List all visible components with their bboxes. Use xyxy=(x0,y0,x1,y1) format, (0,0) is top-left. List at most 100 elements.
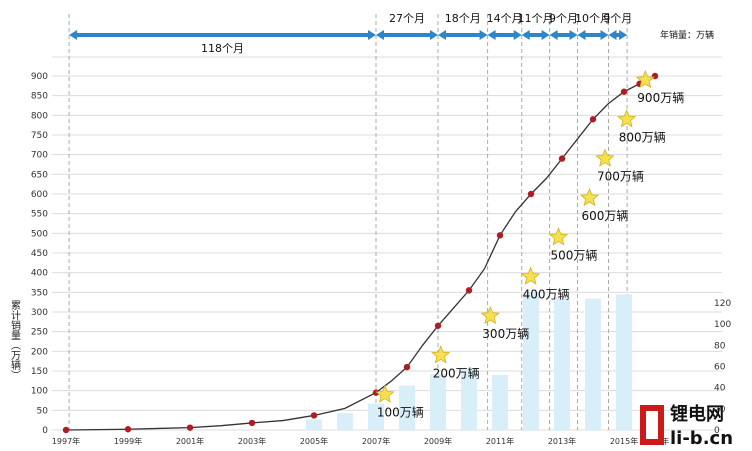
y2-axis-label: 年销量：万辆 xyxy=(660,29,714,41)
interval-label: 11个月 xyxy=(518,12,554,25)
watermark-logo: 锂电网 li-b.cn xyxy=(640,403,733,449)
annual-bar xyxy=(337,413,353,430)
interval-label: 18个月 xyxy=(445,12,481,25)
y-tick-label: 750 xyxy=(31,131,48,141)
arrow-left-icon xyxy=(577,30,586,40)
y-tick-label: 350 xyxy=(31,288,48,298)
arrow-left-icon xyxy=(549,30,558,40)
data-point xyxy=(558,155,566,162)
annual-bar xyxy=(368,403,384,430)
milestone-star-icon xyxy=(548,227,569,246)
x-tick-label: 2001年 xyxy=(176,436,204,446)
milestone-label: 400万辆 xyxy=(523,288,570,302)
interval-label: 9个月 xyxy=(549,12,578,25)
annual-bar xyxy=(492,374,508,430)
arrow-left-icon xyxy=(69,30,78,40)
y-tick-label: 400 xyxy=(31,269,48,279)
data-point xyxy=(124,426,132,433)
x-tick-label: 2007年 xyxy=(362,436,390,446)
annual-bar xyxy=(585,298,601,430)
data-point xyxy=(62,426,70,434)
interval-label: 14个月 xyxy=(487,12,523,25)
arrow-left-icon xyxy=(376,30,384,40)
y-tick-label: 500 xyxy=(31,229,48,239)
data-point xyxy=(589,116,597,123)
logo-mark-inner xyxy=(646,411,658,439)
annual-bar xyxy=(554,297,570,430)
x-tick-label: 2005年 xyxy=(300,436,328,446)
logo-text: 锂电网 xyxy=(670,403,724,425)
milestone-label: 200万辆 xyxy=(433,366,480,380)
milestone-star-icon xyxy=(375,384,395,403)
y-tick-label: 850 xyxy=(31,92,48,102)
x-tick-label: 2003年 xyxy=(238,436,266,446)
data-point xyxy=(310,412,318,419)
y-tick-label: 700 xyxy=(31,151,48,161)
milestone-label: 300万辆 xyxy=(482,327,529,341)
y2-tick-label: 120 xyxy=(714,299,731,309)
y2-tick-label: 40 xyxy=(714,384,726,394)
arrow-left-icon xyxy=(521,30,530,40)
y-tick-label: 250 xyxy=(31,328,48,338)
x-tick-label: 1999年 xyxy=(114,436,142,446)
y2-tick-label: 80 xyxy=(714,341,726,351)
y2-tick-label: 100 xyxy=(714,320,731,330)
annual-bar xyxy=(461,368,477,430)
arrow-right-icon xyxy=(569,30,578,40)
data-point xyxy=(527,190,535,198)
data-point xyxy=(620,88,628,95)
y-tick-label: 800 xyxy=(31,111,48,121)
arrow-right-icon xyxy=(430,30,438,40)
milestone-label: 900万辆 xyxy=(637,91,684,105)
arrow-left-icon xyxy=(487,30,496,40)
arrow-right-icon xyxy=(600,30,609,40)
data-point xyxy=(434,322,442,329)
y-tick-label: 600 xyxy=(31,190,48,200)
arrow-left-icon xyxy=(608,30,617,40)
arrow-left-icon xyxy=(438,30,446,40)
x-tick-label: 2015年 xyxy=(610,436,638,446)
y2-tick-label: 0 xyxy=(714,426,720,436)
milestone-star-icon xyxy=(480,305,500,325)
annual-bar xyxy=(616,294,632,430)
milestone-label: 100万辆 xyxy=(377,406,424,420)
annual-bar xyxy=(306,419,322,430)
logo-url: li-b.cn xyxy=(670,428,733,449)
y-tick-label: 300 xyxy=(31,308,48,318)
interval-label: 118个月 xyxy=(201,42,244,55)
y-tick-label: 900 xyxy=(31,72,48,82)
y-tick-label: 50 xyxy=(37,406,49,416)
milestone-label: 800万辆 xyxy=(619,130,666,144)
milestone-star-icon xyxy=(595,148,615,167)
milestone-label: 500万辆 xyxy=(551,248,598,262)
y2-tick-label: 60 xyxy=(714,363,726,373)
interval-label: 27个月 xyxy=(389,12,425,25)
data-point xyxy=(496,232,504,239)
annual-bar xyxy=(523,292,539,430)
data-point xyxy=(372,389,380,396)
arrow-right-icon xyxy=(619,30,628,40)
interval-label: 10个月 xyxy=(575,12,611,25)
y-tick-label: 150 xyxy=(31,367,48,377)
milestone-star-icon xyxy=(520,266,541,285)
arrow-right-icon xyxy=(513,30,522,40)
data-point xyxy=(248,419,256,427)
milestone-label: 700万辆 xyxy=(597,170,644,184)
milestone-star-icon xyxy=(617,109,637,128)
y-tick-label: 100 xyxy=(31,387,48,397)
arrow-right-icon xyxy=(479,30,488,40)
data-point xyxy=(465,287,473,294)
y-axis-label: 累计销量（万辆） xyxy=(9,300,21,380)
y-tick-label: 200 xyxy=(31,347,48,357)
milestone-star-icon xyxy=(431,345,451,364)
y-tick-label: 450 xyxy=(31,249,48,259)
y-tick-label: 550 xyxy=(31,210,48,220)
annual-bar xyxy=(430,373,446,430)
milestone-star-icon xyxy=(579,187,600,207)
milestone-label: 600万辆 xyxy=(582,209,629,223)
x-tick-label: 2011年 xyxy=(486,436,514,446)
y-tick-label: 650 xyxy=(31,170,48,180)
data-point xyxy=(186,424,194,431)
y-tick-label: 0 xyxy=(42,426,48,436)
